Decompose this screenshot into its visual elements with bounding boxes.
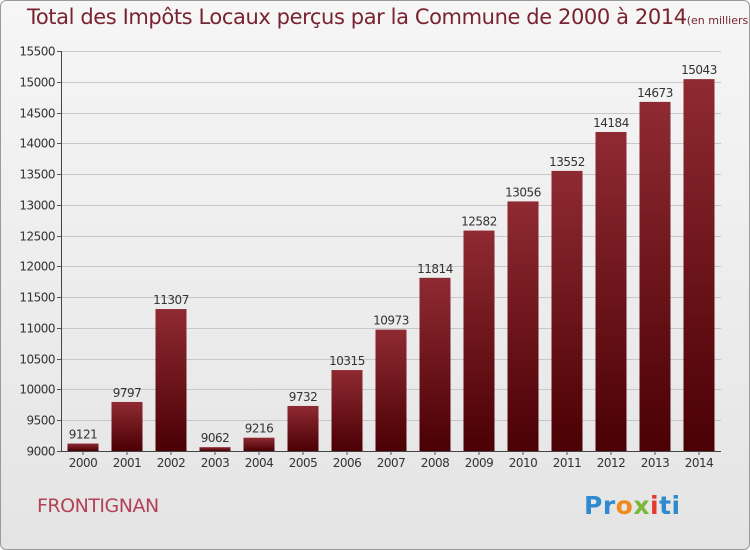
data-label-2005: 9732 — [289, 390, 318, 404]
bar-2012 — [595, 131, 627, 451]
x-tick-label: 2013 — [641, 456, 670, 470]
proxiti-logo: Proxiti — [584, 491, 681, 520]
data-label-2002: 11307 — [153, 293, 189, 307]
x-tick-label: 2011 — [553, 456, 582, 470]
x-tick-label: 2008 — [421, 456, 450, 470]
bar-2002 — [155, 309, 187, 451]
y-tick-label: 10500 — [19, 353, 55, 367]
bar-2006 — [331, 370, 363, 451]
data-label-2001: 9797 — [113, 386, 142, 400]
title-unit: (en milliers d'€) — [686, 14, 749, 27]
data-label-2006: 10315 — [329, 354, 365, 368]
data-label-2007: 10973 — [373, 314, 409, 328]
bar-2001 — [111, 401, 143, 451]
commune-name: FRONTIGNAN — [37, 495, 159, 517]
bar-2008 — [419, 277, 451, 451]
data-label-2008: 11814 — [417, 262, 453, 276]
y-axis: 9000 9500 10000 10500 11000 11500 12000 12500 13… — [19, 45, 62, 459]
x-tick-label: 2000 — [69, 456, 98, 470]
x-tick-label: 2009 — [465, 456, 494, 470]
chart-title: Total des Impôts Locaux perçus par la Co… — [27, 5, 749, 29]
data-label-2012: 14184 — [593, 116, 629, 130]
data-label-2004: 9216 — [245, 422, 274, 436]
y-tick-label: 11000 — [19, 322, 55, 336]
bar-2005 — [287, 405, 319, 451]
data-label-2010: 13056 — [505, 185, 541, 199]
bar-2009 — [463, 230, 495, 451]
bar-2000 — [67, 443, 99, 451]
bars — [67, 79, 715, 452]
data-label-2003: 9062 — [201, 431, 230, 445]
y-tick-label: 11500 — [19, 291, 55, 305]
x-tick-label: 2007 — [377, 456, 406, 470]
data-label-2013: 14673 — [637, 86, 673, 100]
x-tick-label: 2002 — [157, 456, 186, 470]
data-label-2000: 9121 — [69, 428, 98, 442]
y-tick-label: 12000 — [19, 260, 55, 274]
y-tick-label: 14000 — [19, 137, 55, 151]
bar-2003 — [199, 447, 231, 451]
data-label-2011: 13552 — [549, 155, 585, 169]
bar-2014 — [683, 79, 715, 451]
x-tick-label: 2001 — [113, 456, 142, 470]
bar-2007 — [375, 329, 407, 451]
y-tick-label: 15500 — [19, 45, 55, 59]
y-tick-label: 15000 — [19, 76, 55, 90]
y-tick-label: 9000 — [26, 445, 55, 459]
x-tick-label: 2012 — [597, 456, 626, 470]
bar-2013 — [639, 101, 671, 452]
x-tick-label: 2005 — [289, 456, 318, 470]
x-tick-label: 2010 — [509, 456, 538, 470]
data-label-2014: 15043 — [681, 63, 717, 77]
y-tick-label: 13000 — [19, 199, 55, 213]
data-labels: 9121 9797 11307 9062 9216 9732 10315 10973 11814… — [69, 63, 718, 445]
x-tick-label: 2014 — [685, 456, 714, 470]
x-tick-label: 2003 — [201, 456, 230, 470]
y-tick-label: 13500 — [19, 168, 55, 182]
x-tick-label: 2006 — [333, 456, 362, 470]
title-text: Total des Impôts Locaux perçus par la Co… — [27, 5, 687, 29]
y-tick-label: 9500 — [26, 414, 55, 428]
bar-2010 — [507, 201, 539, 451]
data-label-2009: 12582 — [461, 215, 497, 229]
y-tick-label: 10000 — [19, 383, 55, 397]
bar-2011 — [551, 170, 583, 451]
y-tick-label: 12500 — [19, 230, 55, 244]
x-tick-label: 2004 — [245, 456, 274, 470]
bar-2004 — [243, 437, 275, 451]
y-tick-label: 14500 — [19, 107, 55, 121]
x-axis: 2000 2001 2002 2003 2004 2005 2006 2007 2008 2009… — [61, 451, 721, 470]
